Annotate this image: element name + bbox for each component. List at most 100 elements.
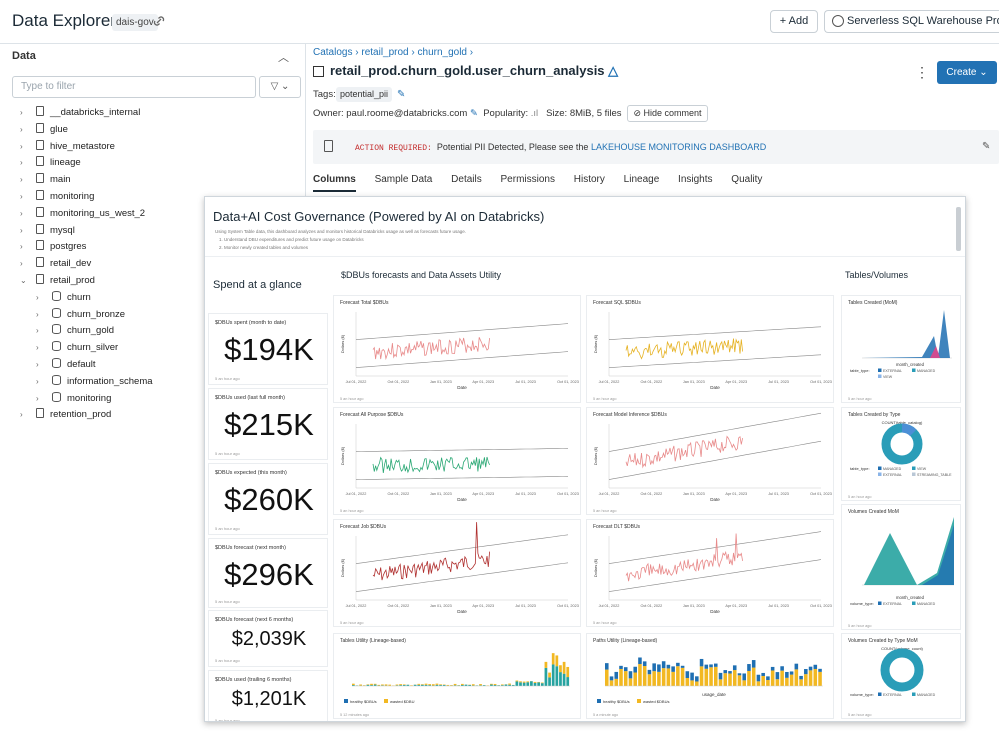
spend-card-label: $DBUs used (trailing 6 months) [215,677,292,683]
bar-wasted [388,684,392,686]
spend-header: Spend at a glance [213,279,302,291]
chevron-right-icon[interactable]: › [20,208,23,218]
legend-swatch [344,699,348,703]
tree-item-label: churn [67,291,91,303]
link-icon[interactable] [152,14,166,28]
bar-healthy [461,684,464,686]
bar-wasted [642,661,647,667]
schema-icon [52,374,61,385]
bar-healthy [508,684,511,686]
chevron-right-icon[interactable]: › [20,108,23,117]
tree-item-monitoring[interactable]: › monitoring [36,390,111,407]
tree-item-churn-bronze[interactable]: › churn_bronze [36,306,125,323]
tab-quality[interactable]: Quality [731,174,763,185]
chevron-right-icon[interactable]: › [20,141,23,151]
actual-series-line [372,522,490,581]
comment-body: Potential PII Detected, Please see the [436,142,589,152]
workspace-badge[interactable]: dais-gov [112,14,158,31]
x-tick-label: Oct 01, 2022 [641,380,663,384]
tree-item-glue[interactable]: › glue [20,121,68,138]
dashboard-scrollbar[interactable] [956,207,961,251]
hide-comment-button[interactable]: ⊘ Hide comment [627,105,708,122]
tree-item-churn-gold[interactable]: › churn_gold [36,322,114,339]
chevron-right-icon[interactable]: › [36,393,39,403]
chevron-right-icon[interactable]: › [36,376,39,386]
tree-item-label: information_schema [67,375,153,387]
breadcrumb-catalogs[interactable]: Catalogs [313,47,353,58]
edit-comment-icon[interactable]: ✎ [982,141,991,152]
legend-label: healthy $DBUs [350,699,377,704]
x-tick-label: Oct 01, 2023 [557,380,579,384]
create-button[interactable]: Create ⌄ [937,61,997,84]
chart-title: Volumes Created MoM [848,509,899,515]
add-button[interactable]: + Add [770,10,818,33]
chevron-right-icon[interactable]: › [36,326,39,336]
tree-item-main[interactable]: › main [20,171,71,188]
tree-item-churn-silver[interactable]: › churn_silver [36,339,118,356]
tree-item---databricks-internal[interactable]: › __databricks_internal [20,104,140,121]
catalog-icon [36,206,44,217]
tree-item-monitoring-us-west-2[interactable]: › monitoring_us_west_2 [20,205,145,222]
chevron-right-icon[interactable]: › [36,360,39,369]
chevron-down-icon[interactable]: ⌄ [20,276,27,285]
chevron-right-icon[interactable]: › [36,292,39,302]
breadcrumb-catalog[interactable]: retail_prod [361,47,409,58]
bar-wasted [789,671,794,675]
chevron-right-icon[interactable]: › [20,410,23,420]
chevron-right-icon[interactable]: › [20,192,23,201]
tree-item-label: churn_silver [67,342,119,354]
tree-item-retail-prod[interactable]: ⌄ retail_prod [20,272,95,289]
chevron-right-icon[interactable]: › [20,242,23,252]
bar-wasted [431,684,435,686]
breadcrumb-schema[interactable]: churn_gold [417,47,467,58]
monitoring-dashboard-link[interactable]: LAKEHOUSE MONITORING DASHBOARD [590,142,767,152]
tab-permissions[interactable]: Permissions [500,174,555,185]
chevron-right-icon[interactable]: › [20,158,23,168]
bar-healthy [482,685,486,686]
more-options-icon[interactable]: ⋮ [915,64,929,80]
tree-filter-input[interactable]: Type to filter [12,76,256,98]
tree-item-lineage[interactable]: › lineage [20,154,81,171]
collapse-panel-icon[interactable]: ︿ [278,52,289,64]
legend-label: STREAMING_TABLE [917,473,952,477]
tree-item-retail-dev[interactable]: › retail_dev [20,255,91,272]
tab-insights[interactable]: Insights [678,174,713,185]
tree-item-label: main [50,174,71,186]
tree-item-monitoring[interactable]: › monitoring [20,188,94,205]
tab-columns[interactable]: Columns [313,174,356,192]
bar-wasted [555,655,559,667]
tab-history[interactable]: History [573,174,605,185]
tab-sample-data[interactable]: Sample Data [374,174,433,185]
chevron-right-icon[interactable]: › [36,343,39,353]
tree-item-hive-metastore[interactable]: › hive_metastore [20,138,115,155]
chevron-right-icon[interactable]: › [20,225,23,235]
x-tick-label: Jul 01, 2022 [346,604,367,608]
bar-healthy [537,682,541,686]
tag-chip[interactable]: potential_pii [336,87,393,102]
tree-item-retention-prod[interactable]: › retention_prod [20,406,111,423]
tree-item-mysql[interactable]: › mysql [20,222,75,239]
chevron-right-icon[interactable]: › [20,124,23,134]
y-axis-label: Dollars ($) [593,558,598,577]
tree-item-information-schema[interactable]: › information_schema [36,373,153,390]
chevron-right-icon[interactable]: › [20,259,23,269]
tree-item-default[interactable]: › default [36,356,96,373]
tab-lineage[interactable]: Lineage [623,174,660,185]
forecast-header: $DBUs forecasts and Data Assets Utility [341,270,502,280]
bar-healthy [366,684,370,686]
chevron-right-icon[interactable]: › [36,309,39,319]
bar-wasted [352,683,355,686]
tree-item-postgres[interactable]: › postgres [20,238,86,255]
edit-tags-icon[interactable]: ✎ [397,89,406,100]
tab-details[interactable]: Details [451,174,482,185]
filter-dropdown-button[interactable]: ▽ ⌄ [259,76,301,98]
bar-healthy [728,673,732,686]
bar-healthy [804,674,808,686]
tree-item-churn[interactable]: › churn [36,289,91,306]
bar-healthy [533,682,537,686]
warehouse-selector[interactable]: Serverless SQL Warehouse Pro L [824,10,999,33]
chevron-right-icon[interactable]: › [20,175,23,185]
bar-healthy [471,685,475,686]
edit-owner-icon[interactable]: ✎ [469,108,478,119]
x-tick-label: Jul 01, 2022 [346,492,367,496]
